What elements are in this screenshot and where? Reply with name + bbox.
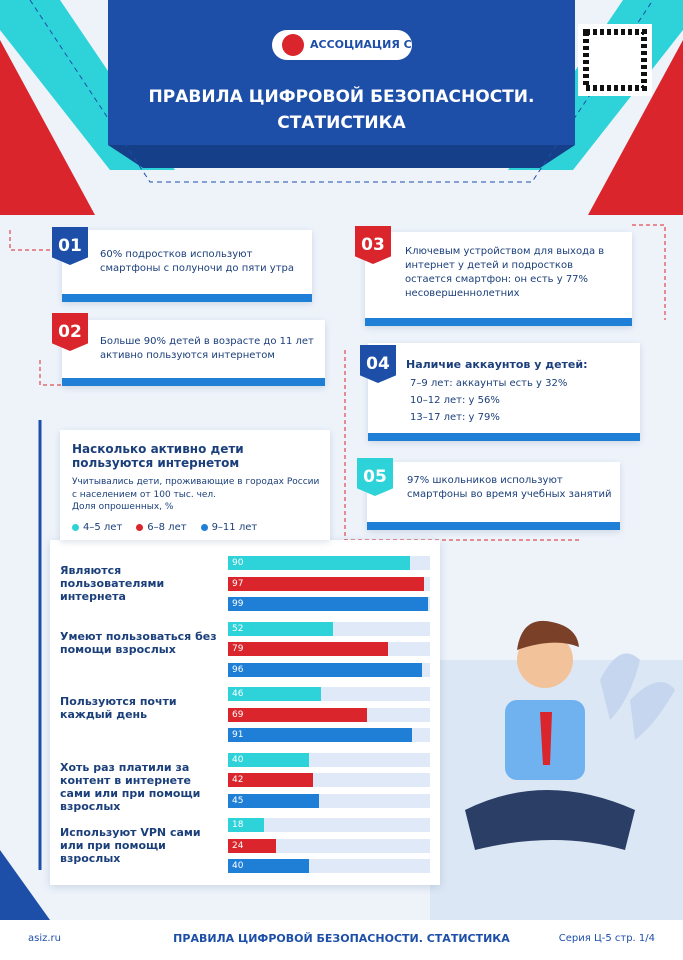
- value-label: 52: [232, 623, 244, 634]
- value-label: 69: [232, 709, 244, 720]
- legend-item: 6–8 лет: [136, 522, 187, 533]
- category-label: Умеют пользоваться без помощи взрослых: [60, 629, 217, 656]
- legend-item: 9–11 лет: [200, 522, 258, 533]
- legend-swatch: [72, 524, 79, 531]
- bar: [228, 773, 313, 787]
- bar: [228, 838, 277, 853]
- bar: [228, 597, 428, 611]
- legend-label: 6–8 лет: [147, 522, 187, 533]
- footer-title: ПРАВИЛА ЦИФРОВОЙ БЕЗОПАСНОСТИ. СТАТИСТИК…: [173, 932, 510, 945]
- card-accent: [62, 294, 312, 302]
- category-label: Хоть раз платили за контент в интернете …: [60, 760, 201, 813]
- bar-track: [228, 838, 430, 853]
- card-accent: [62, 378, 325, 386]
- brand: АССОЦИАЦИЯ СИЗ: [310, 38, 429, 51]
- fact-title: Наличие аккаунтов у детей:: [406, 358, 588, 371]
- bar: [228, 859, 309, 873]
- fact-text: Больше 90% детей в возрасте до 11 лет ак…: [100, 336, 314, 361]
- footer-site: asiz.ru: [28, 933, 61, 944]
- fact-number: 02: [52, 313, 88, 351]
- fact-number: 05: [357, 458, 393, 496]
- value-label: 96: [232, 664, 244, 675]
- legend-swatch: [200, 524, 208, 531]
- bar: [228, 621, 334, 636]
- legend-swatch: [136, 524, 144, 531]
- bar-track: [228, 818, 430, 832]
- value-label: 42: [232, 775, 244, 785]
- bar: [228, 752, 309, 767]
- category-label: Являются пользователями интернета: [60, 564, 165, 603]
- fact-card: [62, 320, 325, 386]
- value-label: 45: [232, 795, 244, 806]
- fact-text: Ключевым устройством для выхода в интерн…: [405, 246, 605, 299]
- fact-text: 60% подростков используют смартфоны с по…: [100, 249, 294, 274]
- bar: [228, 793, 319, 808]
- title: ПРАВИЛА ЦИФРОВОЙ БЕЗОПАСНОСТИ. СТАТИСТИКА: [108, 84, 575, 136]
- card-accent: [367, 522, 620, 530]
- legend-label: 4–5 лет: [83, 522, 123, 533]
- title-line: ПРАВИЛА ЦИФРОВОЙ БЕЗОПАСНОСТИ.: [148, 87, 535, 107]
- bar: [228, 687, 321, 701]
- footer-page: Серия Ц-5 стр. 1/4: [558, 933, 655, 944]
- value-label: 90: [232, 558, 244, 568]
- bar: [228, 728, 412, 742]
- fact-card: [365, 232, 632, 326]
- title-line: СТАТИСТИКА: [277, 113, 406, 133]
- bar: [228, 818, 265, 832]
- fact-item: 7–9 лет: аккаунты есть у 32%: [410, 378, 568, 389]
- fact-text: 97% школьников используют смартфоны во в…: [407, 475, 612, 500]
- value-label: 40: [232, 754, 244, 765]
- category-label: Используют VPN сами или при помощи взрос…: [60, 826, 201, 865]
- value-label: 99: [232, 599, 244, 609]
- fact-number: 01: [52, 227, 88, 265]
- bar: [228, 556, 410, 570]
- value-label: 91: [232, 730, 244, 740]
- value-label: 40: [232, 861, 244, 871]
- chart-subtitle: Учитывались дети, проживающие в городах …: [72, 477, 320, 500]
- value-label: 24: [232, 840, 244, 851]
- chart-header: [60, 430, 330, 540]
- value-label: 18: [232, 820, 244, 830]
- fact-item: 10–12 лет: у 56%: [410, 395, 500, 406]
- value-label: 46: [232, 689, 244, 699]
- fact-item: 13–17 лет: у 79%: [410, 412, 500, 423]
- legend-item: 4–5 лет: [72, 522, 122, 533]
- fact-card: [367, 462, 620, 530]
- chart-note: Доля опрошенных, %: [72, 502, 174, 512]
- chart-title: Насколько активно дети пользуются интерн…: [72, 442, 244, 470]
- value-label: 79: [232, 644, 244, 654]
- fact-number: 04: [360, 345, 396, 383]
- bar: [228, 576, 424, 591]
- bar: [228, 662, 422, 677]
- fact-card: [62, 230, 312, 302]
- bar: [228, 707, 368, 722]
- card-accent: [365, 318, 632, 326]
- category-label: Пользуются почти каждый день: [60, 695, 177, 721]
- fact-number: 03: [355, 226, 391, 264]
- legend-label: 9–11 лет: [211, 522, 258, 533]
- legend: 4–5 лет 6–8 лет 9–11 лет: [72, 522, 257, 533]
- value-label: 97: [232, 578, 244, 589]
- card-accent: [368, 433, 640, 441]
- bar: [228, 642, 388, 656]
- fact-card: [368, 343, 640, 441]
